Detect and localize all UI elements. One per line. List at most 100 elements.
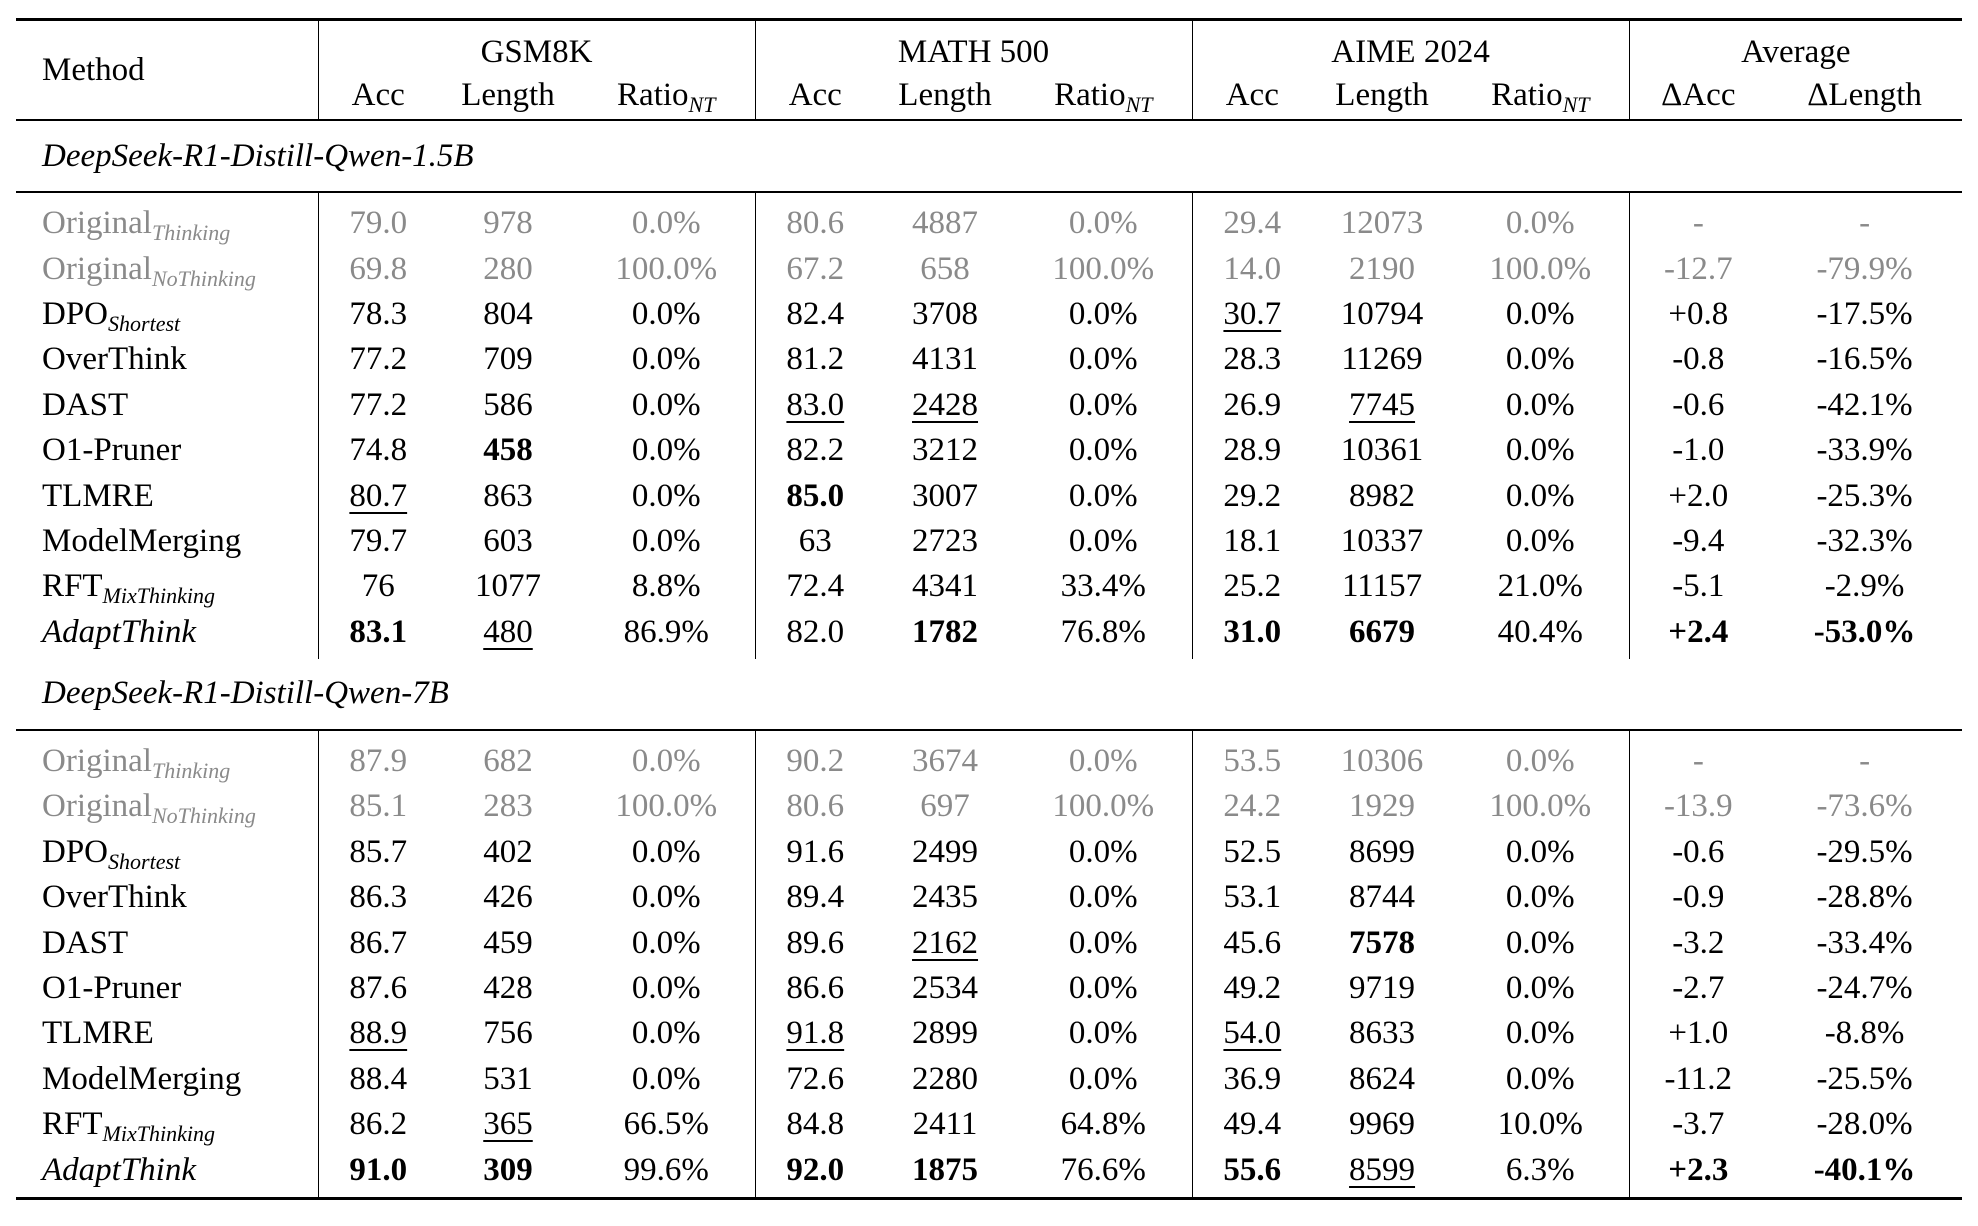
value-cell: 7745	[1312, 383, 1452, 428]
value-text: 4341	[912, 568, 979, 605]
value-text: 18.1	[1223, 522, 1282, 559]
value-text: -40.1%	[1813, 1151, 1916, 1188]
value-text: 6679	[1349, 613, 1416, 650]
value-cell: 88.9	[318, 1011, 438, 1056]
value-cell: 309	[438, 1147, 578, 1200]
value-text: 91.0	[349, 1151, 408, 1188]
value-cell: 0.0%	[1452, 382, 1630, 428]
value-cell: 0.0%	[578, 875, 756, 921]
value-text: -24.7%	[1816, 970, 1913, 1007]
value-cell: 0.0%	[1015, 473, 1193, 519]
value-text: 28.3	[1223, 341, 1282, 378]
value-cell: -29.5%	[1767, 830, 1962, 875]
method-cell: RFTMixThinking	[16, 1102, 319, 1148]
value-text: 0.0%	[631, 879, 701, 916]
method-name: AdaptThink	[42, 1151, 196, 1188]
value-cell: 0.0%	[578, 382, 756, 428]
value-cell: -73.6%	[1767, 784, 1962, 829]
value-text: -25.5%	[1816, 1060, 1913, 1097]
value-cell: 804	[438, 292, 578, 337]
value-cell: 10794	[1312, 292, 1452, 337]
value-cell: -42.1%	[1767, 383, 1962, 428]
value-text: 76.8%	[1060, 613, 1146, 650]
value-cell: -0.9	[1629, 875, 1767, 920]
value-text: 586	[483, 386, 533, 423]
group-header-row: DeepSeek-R1-Distill-Qwen-1.5B	[16, 120, 1963, 193]
value-text: 0.0%	[1068, 341, 1138, 378]
value-text: -13.9	[1663, 788, 1733, 825]
value-text: 8744	[1349, 879, 1416, 916]
value-text: 0.0%	[1068, 879, 1138, 916]
value-cell: 0.0%	[1452, 1056, 1630, 1103]
value-text: 11157	[1342, 568, 1423, 605]
value-cell: -2.9%	[1767, 564, 1962, 609]
value-cell: 10.0%	[1452, 1102, 1630, 1148]
value-text: 80.7	[349, 477, 408, 514]
ratio-subscript: NT	[1562, 91, 1590, 117]
value-cell: -28.8%	[1767, 875, 1962, 920]
value-text: 0.0%	[1068, 432, 1138, 469]
value-text: 0.0%	[631, 1015, 701, 1052]
value-cell: 0.0%	[1452, 473, 1630, 519]
results-table-container: Method GSM8K MATH 500 AIME 2024 Average …	[16, 18, 1963, 1200]
value-cell: 76.8%	[1015, 609, 1193, 659]
value-cell: -13.9	[1629, 784, 1767, 829]
value-cell: 6679	[1312, 610, 1452, 659]
value-text: 25.2	[1223, 568, 1282, 605]
value-text: 79.7	[349, 522, 408, 559]
value-cell: -17.5%	[1767, 292, 1962, 337]
value-text: 1875	[912, 1151, 979, 1188]
value-cell: 9719	[1312, 966, 1452, 1011]
value-cell: -40.1%	[1767, 1147, 1963, 1200]
value-text: -2.9%	[1824, 568, 1905, 605]
value-cell: 0.0%	[1452, 965, 1630, 1012]
method-subscript: Shortest	[108, 310, 181, 336]
value-text: 480	[483, 613, 533, 650]
value-text: 0.0%	[1068, 970, 1138, 1007]
benchmark-header-gsm8k: GSM8K	[318, 18, 756, 71]
value-cell: 0.0%	[1015, 965, 1193, 1012]
value-cell: 0.0%	[578, 291, 756, 338]
value-cell: 78.3	[318, 292, 438, 337]
value-cell: -3.7	[1629, 1102, 1767, 1147]
value-cell: 28.9	[1192, 428, 1312, 473]
table-row: OriginalNoThinking 85.1 283 100.0% 80.6 697 10…	[16, 784, 1962, 830]
value-cell: 24.2	[1192, 784, 1312, 829]
value-cell: 7578	[1312, 920, 1452, 965]
value-cell: 0.0%	[578, 192, 756, 247]
value-text: 40.4%	[1497, 613, 1583, 650]
value-text: -73.6%	[1816, 788, 1913, 825]
method-cell: DPOShortest	[16, 829, 319, 876]
value-cell: -32.3%	[1767, 519, 1962, 564]
metric-header-length: Length	[438, 71, 578, 121]
value-text: 86.2	[349, 1106, 408, 1143]
method-cell: ModelMerging	[16, 518, 319, 565]
table-row: OverThink 77.2 709 0.0% 81.2 4131 0.0% 28.3 1126…	[16, 337, 1962, 383]
value-cell: 280	[438, 246, 578, 291]
value-cell: 480	[438, 610, 578, 659]
value-text: 82.2	[786, 432, 845, 469]
method-subscript: Shortest	[108, 848, 181, 874]
value-cell: 52.5	[1192, 830, 1312, 875]
value-text: -12.7	[1663, 250, 1733, 287]
value-cell: -8.8%	[1767, 1011, 1962, 1056]
value-text: -2.7	[1672, 970, 1725, 1007]
value-text: 0.0%	[631, 477, 701, 514]
value-text: 91.6	[786, 833, 845, 870]
value-text: 459	[483, 924, 533, 961]
value-cell: -0.6	[1629, 830, 1767, 875]
value-cell: 91.0	[318, 1147, 438, 1200]
value-text: 0.0%	[1068, 743, 1138, 780]
value-text: 0.0%	[1068, 205, 1138, 242]
value-text: 36.9	[1223, 1060, 1282, 1097]
value-text: 87.6	[349, 970, 408, 1007]
value-cell: -53.0%	[1767, 610, 1962, 659]
value-text: +0.8	[1668, 295, 1729, 332]
value-cell: 0.0%	[1015, 337, 1193, 383]
table-row: O1-Pruner 74.8 458 0.0% 82.2 3212 0.0% 28.9 1036…	[16, 427, 1962, 474]
value-cell: 63	[755, 519, 875, 564]
value-cell: 0.0%	[578, 1056, 756, 1103]
value-text: 0.0%	[1505, 386, 1575, 423]
method-name: Original	[42, 205, 152, 242]
value-cell: 40.4%	[1452, 609, 1630, 659]
